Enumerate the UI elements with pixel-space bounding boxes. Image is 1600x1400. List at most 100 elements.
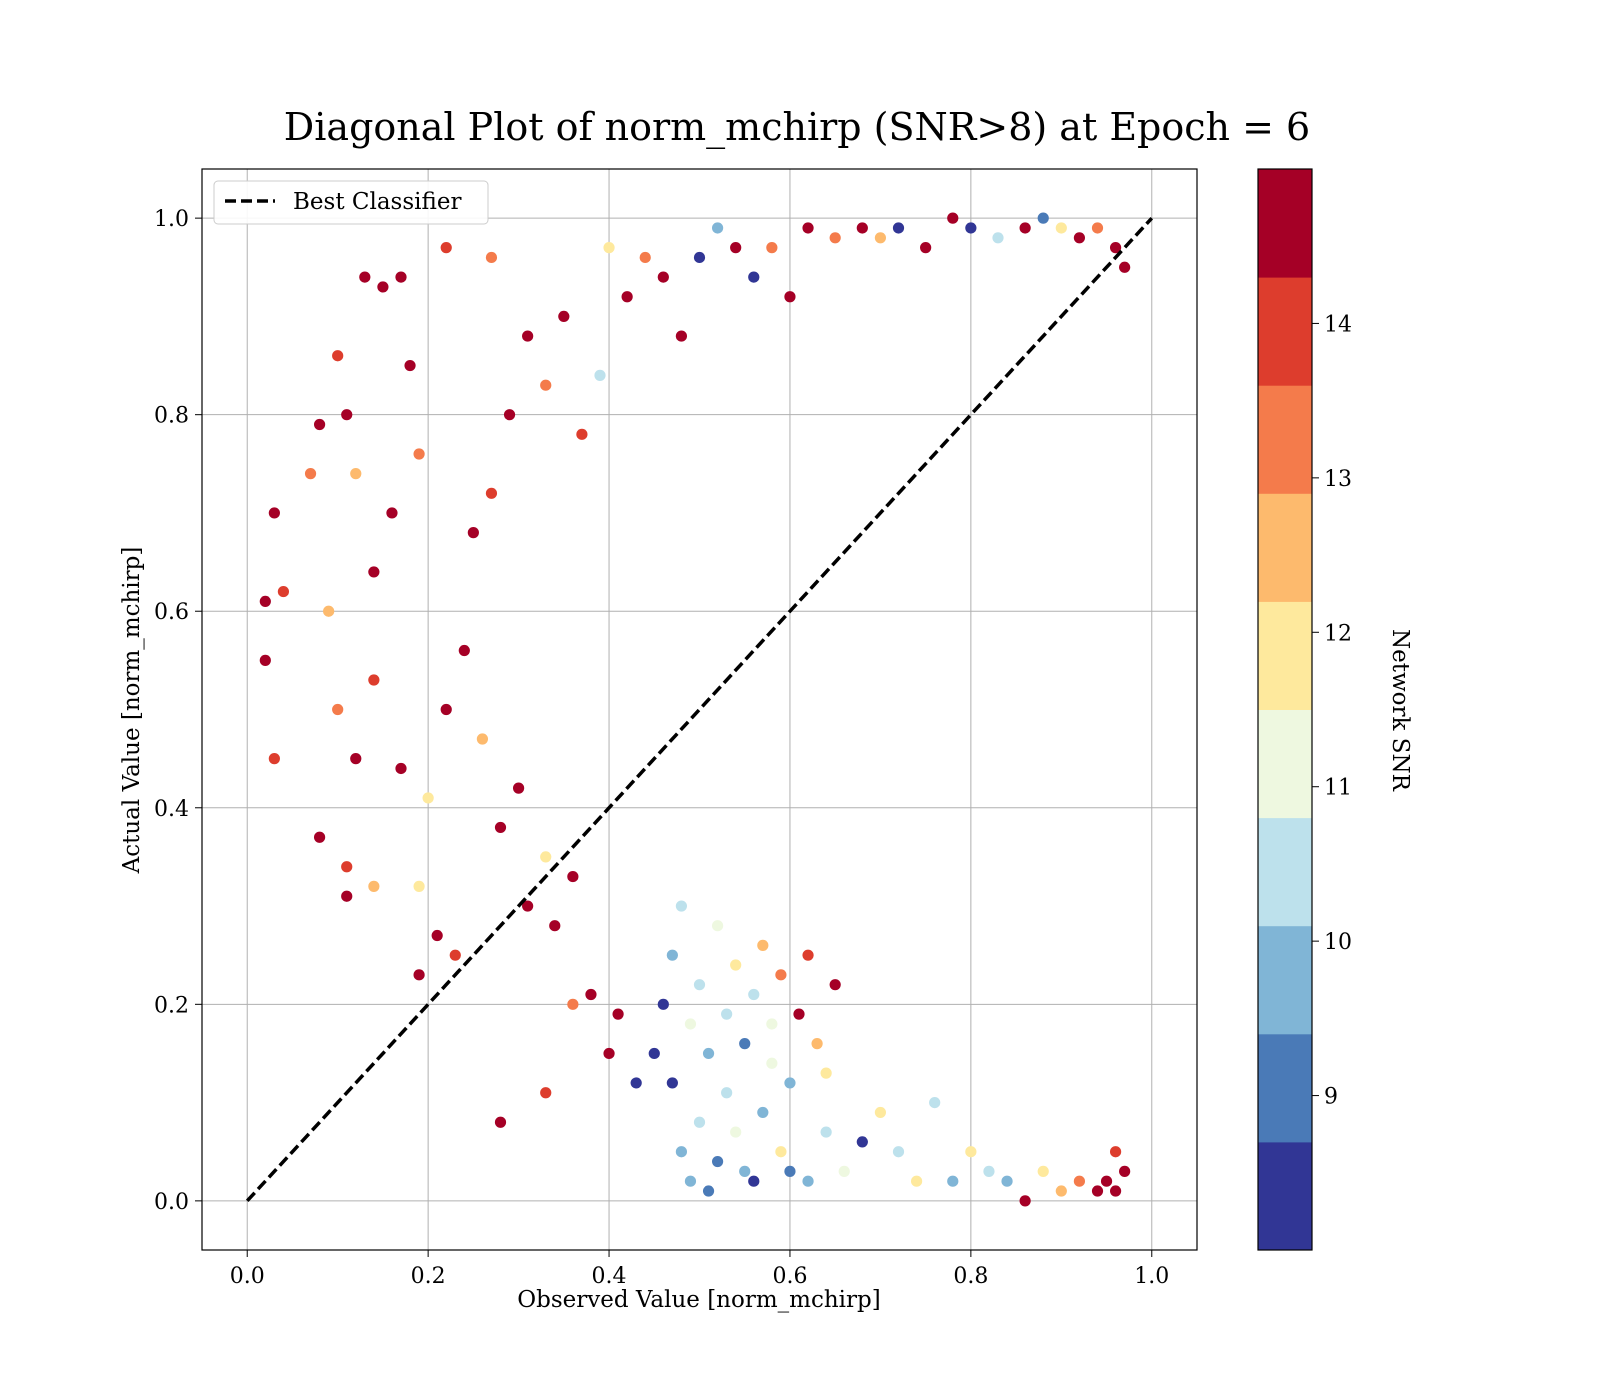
scatter-point (304, 468, 317, 480)
scatter-point (856, 222, 868, 234)
scatter-point (1109, 242, 1122, 254)
colorbar-band (1258, 1033, 1312, 1143)
scatter-point (612, 1008, 624, 1020)
scatter-point (512, 782, 525, 794)
scatter-point (630, 1077, 642, 1089)
scatter-point (268, 507, 280, 519)
colorbar-band (1258, 817, 1312, 927)
scatter-point (323, 605, 335, 617)
scatter-point (675, 330, 688, 342)
scatter-point (313, 418, 326, 431)
scatter-point (802, 222, 814, 234)
scatter-point (395, 271, 407, 283)
scatter-point (766, 242, 778, 254)
scatter-point (368, 674, 380, 686)
scatter-point (368, 566, 380, 578)
scatter-point (485, 487, 498, 499)
scatter-point (413, 880, 425, 892)
scatter-point (757, 939, 769, 951)
colorbar (1258, 169, 1312, 1251)
scatter-point (621, 291, 633, 303)
scatter-point (503, 409, 516, 421)
scatter-point (693, 1116, 706, 1128)
scatter-point (820, 1126, 832, 1138)
plot-frame (201, 168, 1198, 1251)
scatter-point (702, 1185, 715, 1197)
x-tick-label: 0.8 (953, 1264, 988, 1289)
scatter-point (1119, 1165, 1131, 1177)
scatter-point (748, 271, 760, 283)
scatter-point (730, 1126, 742, 1138)
scatter-point (341, 890, 353, 902)
scatter-point (1109, 1185, 1122, 1197)
scatter-point (856, 1136, 868, 1148)
colorbar-tick-label: 10 (1324, 930, 1352, 955)
y-tick-label: 1.0 (154, 207, 189, 232)
scatter-point (259, 595, 271, 608)
scatter-point (793, 1008, 805, 1020)
scatter-point (1119, 261, 1131, 273)
scatter-point (268, 753, 280, 765)
scatter-point (639, 251, 651, 264)
scatter-point (1073, 232, 1086, 244)
x-tick-label: 0.0 (230, 1264, 265, 1289)
scatter-point (910, 1175, 923, 1187)
scatter-point (721, 1008, 733, 1020)
colorbar-band (1258, 169, 1312, 278)
scatter-point (775, 969, 787, 981)
scatter-point (259, 654, 271, 666)
scatter-point (657, 271, 669, 283)
scatter-point (1055, 222, 1067, 234)
scatter-point (1037, 1165, 1049, 1177)
scatter-point (585, 988, 597, 1001)
scatter-point (766, 1057, 778, 1069)
scatter-point (784, 1165, 796, 1177)
best-classifier-line-path (245, 216, 1154, 1203)
colorbar-ticks: 9 10 11 12 13 14 (1312, 312, 1352, 1110)
y-tick-label: 0.0 (154, 1190, 189, 1215)
colorbar-band (1258, 601, 1312, 710)
scatter-point (1001, 1175, 1013, 1187)
scatter-point (892, 222, 905, 234)
colorbar-label: Network SNR (1387, 629, 1413, 792)
scatter-point (802, 949, 814, 961)
scatter-point (757, 1106, 769, 1119)
x-axis-ticks: 0.0 0.2 0.4 0.6 0.8 1.0 (230, 1250, 1169, 1289)
scatter-point (485, 251, 498, 264)
scatter-point (413, 448, 425, 460)
scatter-point (684, 1018, 697, 1030)
scatter-point (874, 1106, 887, 1119)
colorbar-band (1258, 385, 1312, 494)
colorbar-band (1258, 277, 1312, 386)
grid (202, 169, 1197, 1250)
scatter-point (684, 1175, 697, 1187)
y-tick-label: 0.6 (154, 600, 189, 625)
scatter-point (1091, 1185, 1104, 1197)
scatter-point (666, 1077, 678, 1089)
scatter-point (277, 585, 290, 598)
scatter-point (431, 929, 443, 942)
x-tick-label: 1.0 (1134, 1264, 1169, 1289)
scatter-point (1109, 1146, 1122, 1158)
x-axis-label: Observed Value [norm_mchirp] (517, 1287, 880, 1313)
scatter-point (603, 1047, 615, 1060)
legend-entry-best-classifier: Best Classifier (293, 189, 461, 215)
scatter-point (422, 792, 434, 804)
x-tick-label: 0.2 (411, 1264, 446, 1289)
y-axis-ticks: 0.0 0.2 0.4 0.6 0.8 1.0 (154, 207, 202, 1215)
x-tick-label: 0.6 (772, 1264, 807, 1289)
scatter-point (947, 212, 959, 224)
scatter-point (820, 1067, 832, 1079)
scatter-point (784, 1077, 796, 1089)
scatter-point (920, 242, 932, 254)
colorbar-tick-label: 13 (1324, 467, 1352, 492)
scatter-point (983, 1165, 995, 1177)
chart-title: Diagonal Plot of norm_mchirp (SNR>8) at … (284, 105, 1310, 150)
scatter-point (413, 969, 425, 981)
scatter-point (458, 644, 470, 657)
best-classifier-line (245, 216, 1154, 1203)
scatter-point (838, 1165, 850, 1177)
colorbar-tick-label: 11 (1324, 776, 1352, 801)
scatter-point (1019, 222, 1031, 234)
colorbar-band (1258, 1141, 1312, 1251)
